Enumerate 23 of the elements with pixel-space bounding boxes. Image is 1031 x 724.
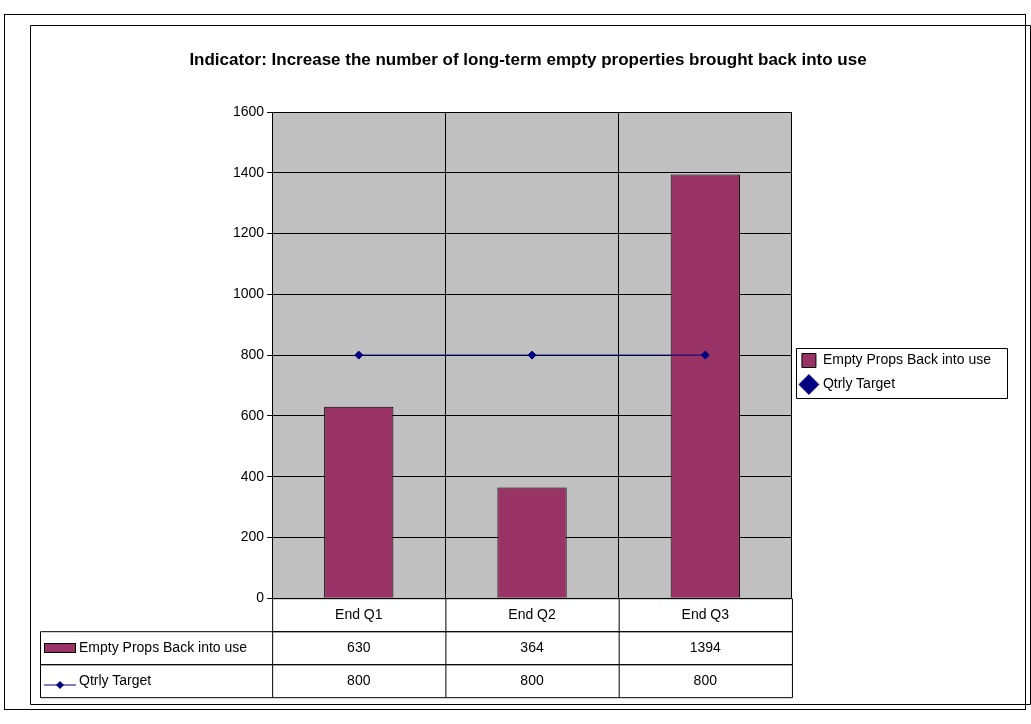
data-label: 800: [520, 671, 544, 688]
y-tick-label: 0: [256, 589, 265, 606]
data-label: 800: [347, 671, 371, 688]
y-tick-label: 800: [240, 345, 265, 362]
y-tick-label: 1200: [232, 224, 265, 241]
x-tick-label: End Q2: [508, 606, 556, 623]
x-tick-label: End Q3: [681, 606, 730, 623]
y-tick-label: 400: [240, 467, 265, 484]
y-tick-label: 600: [240, 406, 265, 423]
text: Empty Props Back into use: [79, 638, 248, 655]
data-label: 1394: [689, 638, 722, 655]
legend-label: Qtrly Target: [822, 375, 896, 392]
chart-title: Indicator: Increase the number of long-term empty properties brought back into use: [189, 49, 867, 69]
text: Qtrly Target: [79, 671, 152, 688]
x-tick-label: End Q1: [335, 606, 383, 623]
y-tick-label: 1000: [232, 285, 265, 302]
y-tick-label: 200: [240, 528, 265, 545]
data-label: 630: [347, 638, 371, 655]
data-label: 364: [520, 638, 544, 655]
legend-label: Empty Props Back into use: [822, 351, 992, 368]
data-label: 800: [693, 671, 718, 688]
y-tick-label: 1400: [232, 163, 265, 180]
y-tick-label: 1600: [232, 102, 265, 119]
